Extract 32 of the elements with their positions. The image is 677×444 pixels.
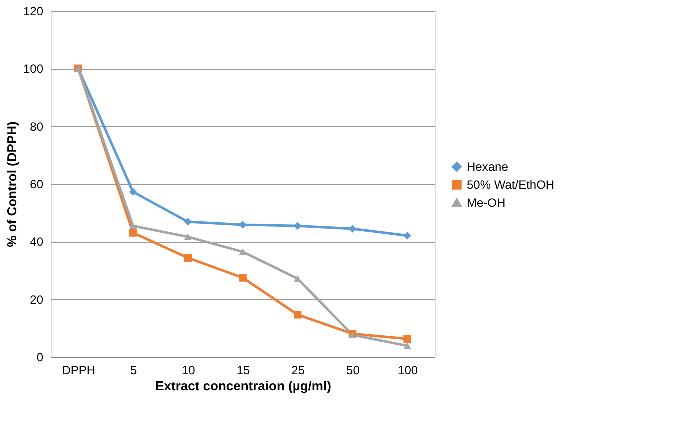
- x-tick-label: 50: [346, 364, 360, 378]
- y-tick-label: 60: [30, 178, 44, 192]
- x-tick-label: 5: [130, 364, 138, 378]
- point: [404, 342, 412, 350]
- point: [129, 188, 138, 196]
- point: [294, 311, 302, 319]
- legend-label: 50% Wat/EthOH: [467, 178, 555, 192]
- x-tick-label: 25: [292, 364, 306, 378]
- y-tick-label: 20: [30, 292, 44, 307]
- y-tick-label: 120: [23, 4, 44, 18]
- y-axis-title: % of Control (DPPH): [4, 122, 20, 248]
- point: [348, 225, 357, 233]
- point: [239, 274, 247, 282]
- point: [239, 248, 247, 256]
- y-tick-label: 40: [30, 235, 44, 250]
- point: [129, 222, 138, 230]
- x-tick-label: 10: [182, 364, 196, 378]
- point: [184, 234, 192, 240]
- y-tick-label: 0: [36, 350, 44, 364]
- legend-label: Me-OH: [467, 196, 506, 210]
- x-tick-label: 100: [398, 364, 418, 378]
- y-tick-label: 100: [23, 62, 44, 76]
- x-tick-label: 15: [236, 364, 250, 378]
- x-axis-title: Extract concentraion (µg/ml): [156, 378, 332, 394]
- y-tick-label: 80: [30, 120, 44, 134]
- point: [404, 335, 412, 343]
- point: [129, 229, 138, 237]
- x-tick-label: DPPH: [62, 364, 96, 378]
- legend-label: Hexane: [467, 160, 509, 174]
- point: [239, 221, 247, 229]
- point: [404, 232, 412, 240]
- point: [184, 254, 192, 262]
